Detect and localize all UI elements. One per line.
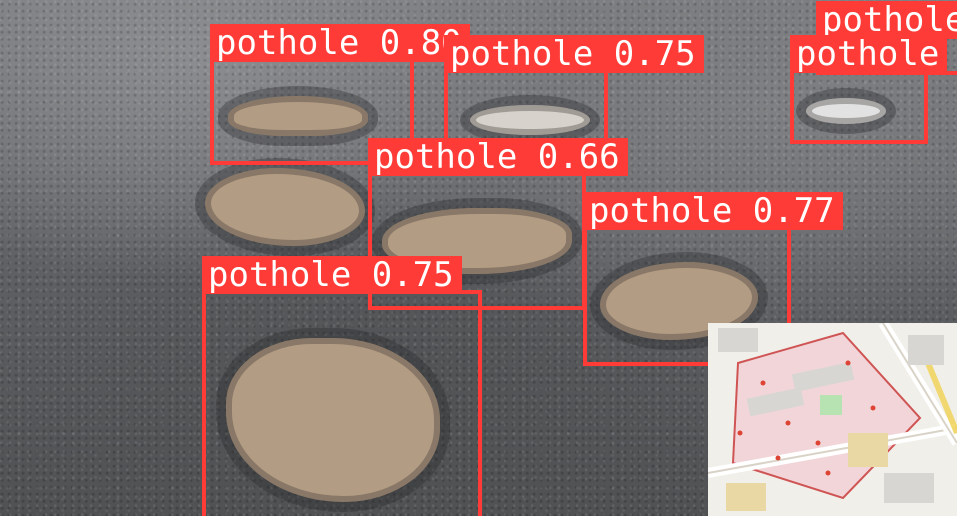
detection-box: pothole 0.80 [210,24,470,165]
pothole-puddle [205,168,365,246]
map-inset-graphic [708,323,957,516]
pothole-puddle [470,105,590,135]
detection-box: pothole 0.75 [444,35,704,145]
detection-box: pothole [816,1,957,75]
pothole-puddle [226,338,440,502]
detection-label: pothole [790,35,948,73]
detection-label: pothole 0.66 [368,138,628,176]
detection-label: pothole 0.75 [202,256,462,294]
detection-label: pothole 0.77 [583,192,843,230]
detection-box: pothole 0.75 [202,256,482,516]
pothole-puddle [806,98,886,124]
pothole-puddle [228,96,368,136]
detection-label: pothole [816,1,957,39]
detection-label: pothole 0.80 [210,24,470,62]
map-inset [708,323,957,516]
detection-box: pothole 0.77 [583,192,843,366]
detection-label: pothole 0.75 [444,35,704,73]
detection-box: pothole [790,35,948,144]
